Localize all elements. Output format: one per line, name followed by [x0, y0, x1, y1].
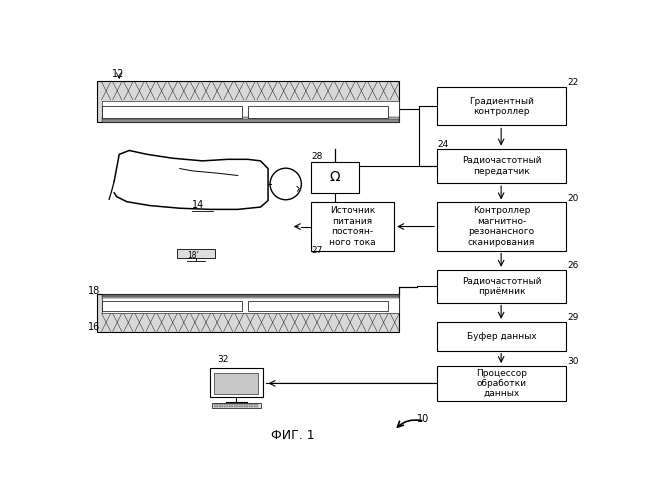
- Bar: [437, 270, 566, 302]
- Text: Контроллер
магнитно-
резонансного
сканирования: Контроллер магнитно- резонансного сканир…: [467, 206, 535, 246]
- Bar: [255, 404, 258, 405]
- Bar: [244, 406, 248, 407]
- Bar: [437, 322, 566, 350]
- Text: Процессор
обработки
данных: Процессор обработки данных: [476, 368, 527, 398]
- Bar: [214, 404, 217, 405]
- Text: 29: 29: [567, 313, 579, 322]
- Bar: [234, 404, 238, 405]
- Bar: [96, 294, 399, 332]
- Bar: [102, 116, 399, 119]
- Bar: [102, 294, 399, 312]
- Polygon shape: [114, 150, 268, 210]
- Bar: [224, 404, 228, 405]
- Text: ФИГ. 1: ФИГ. 1: [271, 429, 315, 442]
- Bar: [102, 301, 242, 312]
- Bar: [102, 295, 399, 296]
- Text: 14: 14: [193, 200, 204, 210]
- Text: 20: 20: [567, 194, 579, 202]
- Text: Источник
питания
постоян-
ного тока: Источник питания постоян- ного тока: [329, 206, 376, 246]
- Text: 32: 32: [217, 355, 229, 364]
- Bar: [248, 301, 389, 312]
- Text: 24: 24: [437, 140, 449, 148]
- Text: 26: 26: [567, 261, 579, 270]
- Text: 18’: 18’: [187, 250, 199, 260]
- Text: Радиочастотный
приёмник: Радиочастотный приёмник: [462, 276, 541, 296]
- Bar: [437, 87, 566, 126]
- Bar: [248, 106, 389, 118]
- Bar: [102, 296, 399, 298]
- Bar: [437, 366, 566, 400]
- Bar: [311, 162, 359, 193]
- Text: 16: 16: [88, 322, 100, 332]
- Bar: [437, 202, 566, 250]
- Bar: [96, 81, 399, 122]
- Bar: [240, 404, 243, 405]
- Text: 28: 28: [311, 152, 322, 162]
- Bar: [102, 100, 399, 121]
- Bar: [229, 404, 233, 405]
- Text: Буфер данных: Буфер данных: [467, 332, 536, 340]
- Text: 22: 22: [567, 78, 579, 87]
- Text: Ω: Ω: [329, 170, 340, 184]
- Text: Радиочастотный
передатчик: Радиочастотный передатчик: [462, 156, 541, 176]
- Bar: [249, 404, 253, 405]
- Bar: [249, 406, 253, 407]
- Bar: [255, 406, 258, 407]
- Bar: [311, 202, 395, 250]
- Bar: [102, 120, 399, 122]
- Bar: [437, 148, 566, 183]
- Bar: [224, 406, 228, 407]
- Text: 12: 12: [112, 70, 124, 80]
- Text: Градиентный
контроллер: Градиентный контроллер: [469, 96, 534, 116]
- Text: 18: 18: [88, 286, 100, 296]
- Bar: [240, 406, 243, 407]
- Bar: [244, 404, 248, 405]
- Text: 27: 27: [311, 246, 322, 256]
- Bar: [234, 406, 238, 407]
- Bar: [214, 406, 217, 407]
- Bar: [177, 250, 215, 258]
- Text: 10: 10: [417, 414, 429, 424]
- Bar: [214, 373, 258, 394]
- Bar: [210, 368, 263, 397]
- Ellipse shape: [270, 168, 301, 200]
- Bar: [219, 404, 223, 405]
- Bar: [219, 406, 223, 407]
- Text: 30: 30: [567, 357, 579, 366]
- Bar: [229, 406, 233, 407]
- Bar: [212, 403, 261, 408]
- Bar: [102, 106, 242, 118]
